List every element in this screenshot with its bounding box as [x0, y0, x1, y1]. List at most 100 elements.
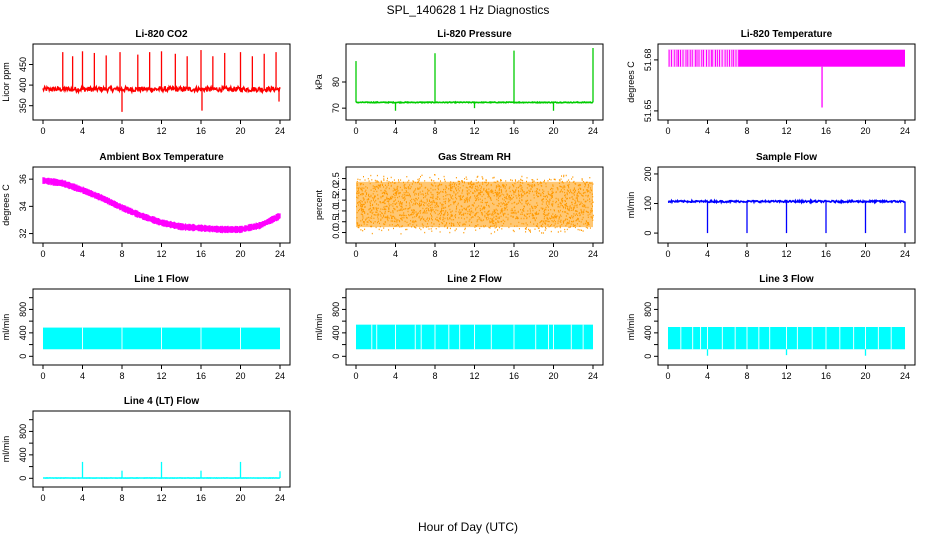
x-tick-label: 16	[196, 126, 206, 136]
x-tick-label: 12	[156, 493, 166, 503]
x-tick-label: 4	[705, 249, 710, 259]
x-tick-label: 12	[469, 249, 479, 259]
y-tick-label: 0	[18, 354, 28, 359]
y-tick-label: 51.65	[643, 100, 653, 123]
figure-xlabel: Hour of Day (UTC)	[418, 520, 518, 534]
x-tick-label: 16	[196, 371, 206, 381]
x-tick-label: 16	[821, 126, 831, 136]
x-tick-label: 24	[588, 249, 598, 259]
x-tick-label: 12	[156, 371, 166, 381]
x-tick-label: 24	[588, 371, 598, 381]
x-tick-label: 4	[393, 249, 398, 259]
y-tick-label: 100	[643, 196, 653, 211]
y-tick-label: 0	[331, 354, 341, 359]
y-tick-label: 350	[18, 98, 28, 113]
y-tick-label: 32	[18, 229, 28, 239]
y-tick-label: 200	[643, 166, 653, 181]
x-tick-label: 4	[80, 249, 85, 259]
panel-2: Li-820 Pressure kPa 0 4 8 12 16 20 24 70 80	[314, 29, 604, 136]
y-tick-label: 800	[643, 302, 653, 317]
x-tick-label: 20	[860, 371, 870, 381]
x-tick-label: 12	[781, 126, 791, 136]
x-tick-label: 12	[469, 371, 479, 381]
y-axis-label: ml/min	[314, 314, 324, 341]
x-tick-label: 20	[860, 126, 870, 136]
x-tick-label: 0	[353, 126, 358, 136]
panel-10: Line 4 (LT) Flow ml/min 0 4 8 12 16 20 24 0 400 800	[1, 396, 291, 503]
x-tick-label: 24	[588, 126, 598, 136]
panel-8: Line 2 Flow ml/min 0 4 8 12 16 20 24 0 400 800	[314, 274, 604, 381]
data-series	[43, 461, 281, 479]
panel-title: Sample Flow	[756, 152, 817, 163]
x-tick-label: 8	[119, 249, 124, 259]
y-tick-label: 800	[18, 302, 28, 317]
panel-1: Li-820 CO2 Licor ppm 0 4 8 12 16 20 24 350 400 450	[1, 29, 291, 136]
x-tick-label: 0	[40, 126, 45, 136]
x-tick-label: 0	[353, 249, 358, 259]
panel-7: Line 1 Flow ml/min 0 4 8 12 16 20 24 0 400 800	[1, 274, 291, 381]
series-dropouts	[668, 49, 739, 67]
y-axis-label: ml/min	[1, 314, 11, 341]
y-tick-label: 1.0	[331, 205, 341, 218]
x-tick-label: 4	[705, 371, 710, 381]
x-tick-label: 0	[353, 371, 358, 381]
y-axis-label: degrees C	[626, 61, 636, 103]
panel-title: Ambient Box Temperature	[99, 152, 224, 163]
x-tick-label: 12	[781, 371, 791, 381]
y-axis-label: ml/min	[1, 436, 11, 463]
y-tick-label: 0	[643, 231, 653, 236]
x-tick-label: 20	[548, 371, 558, 381]
x-tick-label: 8	[119, 493, 124, 503]
x-tick-label: 24	[275, 371, 285, 381]
data-series	[356, 174, 594, 235]
x-tick-label: 24	[900, 249, 910, 259]
y-tick-label: 400	[18, 447, 28, 462]
x-tick-label: 4	[80, 371, 85, 381]
y-tick-label: 400	[18, 325, 28, 340]
y-tick-label: 0.0	[331, 226, 341, 239]
y-tick-label: 1.5	[331, 194, 341, 207]
x-tick-label: 16	[821, 371, 831, 381]
x-tick-label: 16	[196, 493, 206, 503]
panel-title: Gas Stream RH	[438, 152, 511, 163]
y-tick-label: 400	[18, 78, 28, 93]
y-axis-label: percent	[314, 189, 324, 220]
panel-4: Ambient Box Temperature degrees C 0 4 8 12 16 2…	[1, 152, 291, 259]
plot-frame	[345, 43, 604, 121]
x-tick-label: 16	[509, 249, 519, 259]
x-tick-label: 8	[119, 371, 124, 381]
x-tick-label: 20	[548, 126, 558, 136]
y-tick-label: 34	[18, 201, 28, 211]
panel-title: Li-820 Temperature	[741, 29, 833, 40]
x-tick-label: 4	[393, 126, 398, 136]
x-tick-label: 4	[393, 371, 398, 381]
data-series	[668, 49, 905, 108]
x-tick-label: 12	[469, 126, 479, 136]
y-tick-label: 2.5	[331, 172, 341, 185]
y-tick-label: 51.68	[643, 49, 653, 72]
x-tick-label: 24	[900, 371, 910, 381]
panel-title: Line 3 Flow	[759, 274, 814, 285]
x-tick-label: 24	[900, 126, 910, 136]
series-band	[42, 177, 281, 234]
y-axis-label: degrees C	[1, 184, 11, 226]
x-tick-label: 0	[40, 249, 45, 259]
x-tick-label: 20	[860, 249, 870, 259]
x-tick-label: 24	[275, 126, 285, 136]
y-tick-label: 800	[18, 424, 28, 439]
y-tick-label: 0	[643, 354, 653, 359]
y-tick-label: 36	[18, 174, 28, 184]
data-series	[43, 327, 280, 350]
x-tick-label: 4	[705, 126, 710, 136]
data-series	[668, 327, 905, 356]
y-tick-label: 2.0	[331, 183, 341, 196]
y-axis-label: ml/min	[626, 314, 636, 341]
plot-frame	[32, 288, 291, 366]
panel-title: Line 2 Flow	[447, 274, 502, 285]
y-tick-label: 0.5	[331, 215, 341, 228]
x-tick-label: 20	[235, 126, 245, 136]
x-tick-label: 8	[432, 249, 437, 259]
data-series	[356, 324, 593, 350]
x-tick-label: 4	[80, 493, 85, 503]
